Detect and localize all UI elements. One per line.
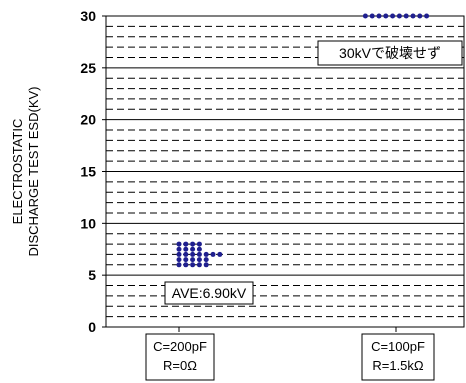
data-point [190,246,196,252]
data-point [190,241,196,247]
grid [106,25,464,318]
data-point [183,241,189,247]
category-label-line: C=100pF [371,339,425,354]
category-label-frame [145,333,215,381]
data-point [203,257,209,263]
data-point [190,262,196,268]
annotation-frame [317,40,463,66]
data-point [217,251,223,257]
data-point [183,246,189,252]
category-labels: C=200pF R=0Ω C=100pF R=1.5kΩ [145,333,435,381]
data-point [190,251,196,257]
annotation-text: 30kVで破壊せず [339,45,441,61]
y-axis-label: ELECTROSTATIC DISCHARGE TEST ESD(KV) [10,87,41,257]
y-tick-label: 15 [80,164,96,180]
data-point [424,13,430,19]
data-point [176,257,182,263]
data-point [183,257,189,263]
data-point [396,13,402,19]
data-point [183,251,189,257]
data-point [376,13,382,19]
data-point [196,262,202,268]
category-label-line: C=200pF [153,339,207,354]
y-axis-label-line: ELECTROSTATIC [10,119,25,225]
category-label-frame [361,333,435,381]
category-label: C=200pF R=0Ω [145,333,215,381]
annotation-box: AVE:6.90kV [164,281,254,305]
y-tick-label: 20 [80,112,96,128]
data-point [210,251,216,257]
y-tick-label: 25 [80,60,96,76]
y-tick-label: 0 [88,319,96,335]
annotation-text: AVE:6.90kV [172,285,247,301]
data-point [410,13,416,19]
category-label-line: R=1.5kΩ [372,358,424,373]
data-point [196,241,202,247]
y-tick-labels: 0 5 10 15 20 25 30 [80,8,397,335]
data-points [176,13,430,268]
y-tick-label: 10 [80,215,96,231]
data-point [203,251,209,257]
data-point [390,13,396,19]
y-tick-label: 5 [88,267,96,283]
data-point [176,251,182,257]
data-point [369,13,375,19]
data-point [417,13,423,19]
data-point [196,251,202,257]
annotations: AVE:6.90kV 30kVで破壊せず [164,40,463,305]
data-point [196,246,202,252]
data-point [176,262,182,268]
data-point [176,241,182,247]
data-point [362,13,368,19]
data-point [403,13,409,19]
annotation-frame [164,281,254,305]
category-label: C=100pF R=1.5kΩ [361,333,435,381]
y-tick-label: 30 [80,8,96,24]
data-point [203,262,209,268]
y-axis-label-line: DISCHARGE TEST ESD(KV) [26,87,41,257]
data-point [176,246,182,252]
annotation-box: 30kVで破壊せず [317,40,463,66]
data-point [190,257,196,263]
category-label-line: R=0Ω [163,358,197,373]
data-point [383,13,389,19]
data-point [196,257,202,263]
data-point [183,262,189,268]
